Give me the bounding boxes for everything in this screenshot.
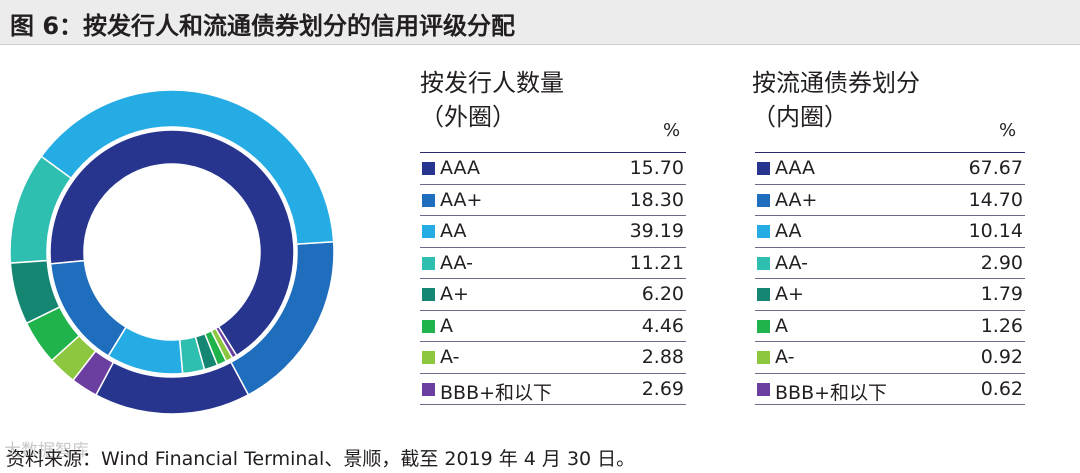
outer-legend-table: AAA 15.70 AA+ 18.30 AA 39.19 AA- 11.21 A+ 6.20 A 4.… <box>420 152 686 405</box>
outer-legend-swatch <box>422 193 435 207</box>
inner-slice-aaa <box>49 129 295 357</box>
outer-legend-swatch <box>422 351 435 364</box>
inner-unit-header: % <box>999 120 1017 141</box>
inner-panel-title-line2: （内圈） <box>752 103 848 131</box>
outer-legend-swatch <box>422 382 435 396</box>
outer-legend-row: BBB+和以下 2.69 <box>420 374 686 405</box>
outer-legend-label: A <box>440 314 453 337</box>
outer-legend-row: AA+ 18.30 <box>420 185 686 216</box>
inner-legend-label: AA <box>775 220 802 242</box>
inner-legend-label: A+ <box>775 283 804 305</box>
inner-legend-row: A+ 1.79 <box>755 279 1025 311</box>
inner-legend-value: 2.90 <box>980 251 1023 274</box>
inner-legend-value: 67.67 <box>968 157 1023 179</box>
inner-legend-row: AA+ 14.70 <box>755 185 1025 216</box>
inner-legend-swatch <box>757 162 770 175</box>
inner-legend-label: AAA <box>775 157 816 179</box>
outer-legend-swatch <box>422 256 435 270</box>
inner-legend-label: A <box>775 314 788 337</box>
inner-legend-value: 1.26 <box>980 314 1023 337</box>
outer-legend-label: AA+ <box>440 188 483 211</box>
inner-legend-value: 10.14 <box>968 220 1023 242</box>
outer-legend-row: A- 2.88 <box>420 342 686 374</box>
outer-legend-row: A 4.46 <box>420 311 686 342</box>
inner-legend-row: AA 10.14 <box>755 216 1025 248</box>
title-bar: 图 6：按发行人和流通债券划分的信用评级分配 <box>0 0 1080 45</box>
inner-slice-bbbplus <box>214 325 238 359</box>
outer-legend-value: 2.69 <box>641 377 684 400</box>
outer-ring-panel: 按发行人数量 （外圈） <box>420 66 688 134</box>
figure-title: 图 6：按发行人和流通债券划分的信用评级分配 <box>10 12 516 40</box>
outer-legend-row: AA 39.19 <box>420 216 686 248</box>
outer-legend-swatch <box>422 288 435 301</box>
inner-slice-aaplus <box>49 259 128 358</box>
outer-slice-aplus <box>9 259 61 325</box>
outer-slice-aaplus <box>229 240 335 396</box>
outer-legend-row: AAA 15.70 <box>420 153 686 185</box>
inner-legend-row: A 1.26 <box>755 311 1025 342</box>
inner-legend-label: A- <box>775 346 795 368</box>
inner-legend-swatch <box>757 319 770 333</box>
outer-legend-value: 18.30 <box>629 188 684 211</box>
outer-legend-label: AA- <box>440 251 473 274</box>
outer-slice-aminus <box>50 334 97 382</box>
outer-legend-value: 2.88 <box>641 346 684 368</box>
inner-legend-label: AA+ <box>775 188 818 211</box>
inner-slice-aplus <box>194 332 219 371</box>
outer-panel-title-line2: （外圈） <box>420 103 516 131</box>
outer-slice-bbbplus <box>72 349 115 397</box>
outer-legend-value: 4.46 <box>641 314 684 337</box>
outer-legend-swatch <box>422 319 435 333</box>
inner-legend-label: AA- <box>775 251 808 274</box>
inner-legend-swatch <box>757 225 770 238</box>
watermark: 大数据智库 <box>4 441 89 461</box>
outer-legend-value: 11.21 <box>629 251 684 274</box>
outer-legend-value: 39.19 <box>629 220 684 242</box>
inner-slice-aaminus <box>178 335 206 375</box>
inner-legend-value: 0.92 <box>980 346 1023 368</box>
inner-legend-label: BBB+和以下 <box>775 381 888 404</box>
outer-slice-aaminus <box>9 155 73 264</box>
inner-legend-table: AAA 67.67 AA+ 14.70 AA 10.14 AA- 2.90 A+ 1.79 A 1.2… <box>755 152 1025 405</box>
outer-legend-swatch <box>422 225 435 238</box>
outer-legend-label: BBB+和以下 <box>440 381 553 404</box>
outer-unit-header: % <box>663 120 681 141</box>
outer-legend-label: AAA <box>440 157 481 179</box>
source-note: 资料来源：Wind Financial Terminal、景顺，截至 2019 … <box>6 448 636 470</box>
inner-legend-swatch <box>757 351 770 364</box>
inner-legend-row: BBB+和以下 0.62 <box>755 374 1025 405</box>
inner-ring-panel: 按流通债券划分 （内圈） <box>752 66 1028 134</box>
inner-legend-row: AAA 67.67 <box>755 153 1025 185</box>
outer-legend-value: 15.70 <box>629 157 684 179</box>
inner-slice-aa <box>107 326 184 375</box>
outer-legend-label: A- <box>440 346 460 368</box>
inner-panel-title-line1: 按流通债券划分 <box>752 69 920 97</box>
inner-legend-value: 0.62 <box>980 377 1023 400</box>
inner-legend-row: AA- 2.90 <box>755 248 1025 279</box>
inner-legend-swatch <box>757 256 770 270</box>
outer-legend-label: A+ <box>440 283 469 305</box>
outer-legend-row: A+ 6.20 <box>420 279 686 311</box>
outer-legend-row: AA- 11.21 <box>420 248 686 279</box>
outer-panel-title-line1: 按发行人数量 <box>420 69 564 97</box>
outer-legend-label: AA <box>440 220 467 242</box>
outer-legend-swatch <box>422 162 435 175</box>
inner-legend-value: 1.79 <box>980 283 1023 305</box>
inner-legend-value: 14.70 <box>968 188 1023 211</box>
outer-slice-aa <box>40 89 335 245</box>
inner-legend-row: A- 0.92 <box>755 342 1025 374</box>
inner-legend-swatch <box>757 382 770 396</box>
nested-donut-chart <box>9 89 335 415</box>
inner-legend-swatch <box>757 193 770 207</box>
inner-legend-swatch <box>757 288 770 301</box>
outer-legend-value: 6.20 <box>641 283 684 305</box>
